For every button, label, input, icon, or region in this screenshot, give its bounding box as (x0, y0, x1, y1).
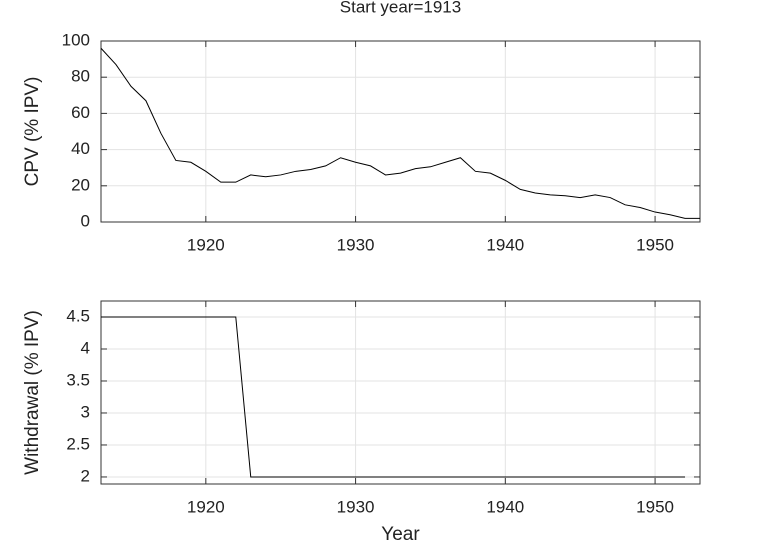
y-tick-label: 2.5 (66, 434, 90, 453)
data-line (101, 316, 686, 478)
y-tick-label: 20 (71, 175, 90, 194)
data-line (100, 47, 700, 219)
axes-box (100, 40, 701, 223)
x-tick-label: 1930 (337, 497, 375, 516)
y-tick-label: 100 (62, 30, 90, 49)
y-axis-label: Withdrawal (% IPV) (22, 310, 43, 475)
x-tick-label: 1930 (337, 235, 375, 254)
y-tick-label: 80 (71, 67, 90, 86)
x-tick-label: 1940 (486, 235, 524, 254)
y-tick-label: 4 (81, 338, 90, 357)
x-tick-label: 1940 (486, 497, 524, 516)
y-tick-label: 0 (81, 211, 90, 230)
y-axis-label: CPV (% IPV) (22, 77, 43, 187)
x-tick-label: 1950 (636, 235, 674, 254)
y-tick-label: 3.5 (66, 370, 90, 389)
x-tick-label: 1920 (187, 235, 225, 254)
plot-area (101, 301, 700, 484)
y-tick-label: 4.5 (66, 306, 90, 325)
chart-title: Start year=1913 (340, 0, 461, 16)
plot-area (101, 41, 700, 222)
y-tick-label: 40 (71, 139, 90, 158)
x-tick-label: 1920 (187, 497, 225, 516)
x-axis-label: Year (381, 524, 420, 543)
axes-box (100, 300, 701, 485)
y-tick-label: 2 (81, 466, 90, 485)
x-tick-label: 1950 (636, 497, 674, 516)
y-tick-label: 60 (71, 103, 90, 122)
y-tick-label: 3 (81, 402, 90, 421)
